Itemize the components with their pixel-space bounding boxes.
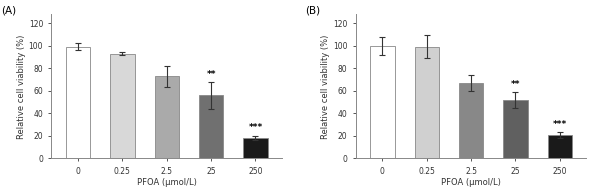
X-axis label: PFOA (μmol/L): PFOA (μmol/L) xyxy=(137,179,197,187)
Bar xyxy=(548,135,572,158)
Bar xyxy=(199,95,223,158)
Text: **: ** xyxy=(511,80,520,89)
Text: ***: *** xyxy=(249,124,263,132)
Bar xyxy=(414,47,439,158)
Bar xyxy=(110,54,134,158)
Bar xyxy=(459,83,483,158)
Text: **: ** xyxy=(207,69,216,79)
Bar xyxy=(503,100,527,158)
Text: (A): (A) xyxy=(1,6,16,16)
Y-axis label: Relative cell viability (%): Relative cell viability (%) xyxy=(321,34,330,139)
Bar xyxy=(66,47,90,158)
Text: (B): (B) xyxy=(305,6,320,16)
Bar xyxy=(155,76,179,158)
Bar xyxy=(243,138,268,158)
X-axis label: PFOA (μmol/L): PFOA (μmol/L) xyxy=(441,179,501,187)
Bar xyxy=(370,46,395,158)
Text: ***: *** xyxy=(553,119,567,129)
Y-axis label: Relative cell viability (%): Relative cell viability (%) xyxy=(17,34,26,139)
